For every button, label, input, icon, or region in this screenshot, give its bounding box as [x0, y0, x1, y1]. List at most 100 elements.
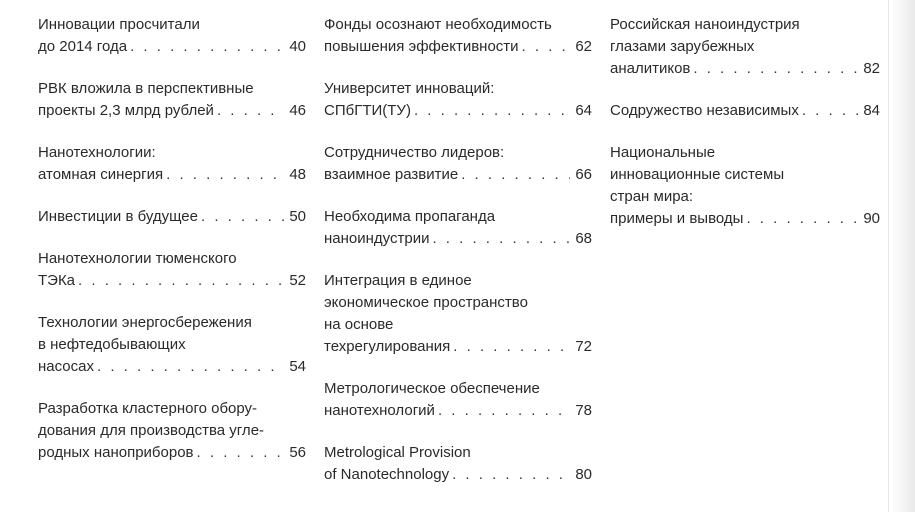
entry-last-line: повышения эффективности 62 [324, 36, 592, 58]
entry-title-line: проекты 2,3 млрд рублей [38, 102, 214, 119]
dot-leader [802, 100, 858, 122]
toc-entry[interactable]: Российская наноиндустрия глазами зарубежн… [610, 14, 880, 80]
entry-last-line: атомная синергия 48 [38, 164, 306, 186]
entry-title-line: ТЭКа [38, 272, 76, 289]
page-number: 54 [289, 358, 306, 375]
page-number: 46 [289, 102, 306, 119]
entry-last-line: аналитиков 82 [610, 58, 880, 80]
entry-title-line: атомная синергия [38, 166, 164, 183]
entry-title-line: СПбГТИ(ТУ) [324, 102, 411, 119]
entry-last-line: Инвестиции в будущее 50 [38, 206, 306, 228]
toc-entry[interactable]: Университет инноваций: СПбГТИ(ТУ) 64 [324, 78, 592, 122]
toc-entry[interactable]: Разработка кластерного обору-дования для… [38, 398, 306, 464]
toc-entry[interactable]: Необходима пропаганда наноиндустрии 68 [324, 206, 592, 250]
page-edge [888, 0, 915, 512]
entry-title-line: родных наноприборов [38, 444, 194, 461]
toc-entry[interactable]: Сотрудничество лидеров: взаимное развитие… [324, 142, 592, 186]
toc-entry[interactable]: Содружество независимых 84 [610, 100, 880, 122]
entry-title-line: of Nanotechnology [324, 466, 450, 483]
dot-leader [97, 356, 284, 378]
entry-title-line: стран мира: [610, 188, 694, 205]
dot-leader [432, 228, 570, 250]
entry-title-line: экономическое пространство [324, 294, 528, 311]
dot-leader [746, 208, 858, 230]
dot-leader [414, 100, 570, 122]
page-number: 78 [575, 402, 592, 419]
page-number: 90 [863, 210, 880, 227]
page-number: 66 [575, 166, 592, 183]
page-number: 50 [289, 208, 306, 225]
toc-column-2: Фонды осознают необходимость повышения эф… [324, 14, 592, 506]
entry-title-line: взаимное развитие [324, 166, 459, 183]
entry-last-line: of Nanotechnology 80 [324, 464, 592, 486]
entry-last-line: родных наноприборов 56 [38, 442, 306, 464]
entry-title-line: техрегулирования [324, 338, 451, 355]
toc-entry[interactable]: РВК вложила в перспективные проекты 2,3 м… [38, 78, 306, 122]
entry-title-line: нанотехнологий [324, 402, 435, 419]
entry-title-line: Российская наноиндустрия [610, 16, 800, 33]
toc-column-1: Инновации просчитали до 2014 года 40 РВК вл… [38, 14, 306, 484]
entry-title-line: примеры и выводы [610, 210, 744, 227]
dot-leader [78, 270, 284, 292]
toc-entry[interactable]: Metrological Provision of Nanotechnology 8… [324, 442, 592, 486]
entry-title-line: повышения эффективности [324, 38, 519, 55]
toc-entry[interactable]: Фонды осознают необходимость повышения эф… [324, 14, 592, 58]
entry-last-line: взаимное развитие 66 [324, 164, 592, 186]
entry-last-line: Содружество независимых 84 [610, 100, 880, 122]
page-number: 56 [289, 444, 306, 461]
entry-title-line: глазами зарубежных [610, 38, 755, 55]
page-number: 40 [289, 38, 306, 55]
dot-leader [693, 58, 858, 80]
toc-entry[interactable]: Инвестиции в будущее 50 [38, 206, 306, 228]
entry-title-line: в нефтедобывающих [38, 336, 186, 353]
dot-leader [522, 36, 571, 58]
page-number: 62 [575, 38, 592, 55]
dot-leader [130, 36, 284, 58]
entry-title-line: на основе [324, 316, 394, 333]
entry-last-line: до 2014 года 40 [38, 36, 306, 58]
toc-entry[interactable]: Интеграция в единое экономическое простра… [324, 270, 592, 358]
dot-leader [438, 400, 570, 422]
page-number: 72 [575, 338, 592, 355]
entry-title-line: Metrological Provision [324, 444, 471, 461]
toc-entry[interactable]: Нанотехнологии тюменского ТЭКа 52 [38, 248, 306, 292]
entry-title-line: Сотрудничество лидеров: [324, 144, 505, 161]
entry-title-line: аналитиков [610, 60, 691, 77]
entry-title-line: Метрологическое обеспечение [324, 380, 540, 397]
entry-title-line: насосах [38, 358, 94, 375]
entry-title-line: Инновации просчитали [38, 16, 200, 33]
page-number: 48 [289, 166, 306, 183]
entry-title-line: Фонды осознают необходимость [324, 16, 552, 33]
dot-leader [166, 164, 284, 186]
toc-column-3: Российская наноиндустрия глазами зарубежн… [610, 14, 880, 250]
entry-last-line: наноиндустрии 68 [324, 228, 592, 250]
dot-leader [201, 206, 284, 228]
entry-title-line: Нанотехнологии: [38, 144, 156, 161]
toc-entry[interactable]: Национальные инновационные системы стран м… [610, 142, 880, 230]
toc-entry[interactable]: Метрологическое обеспечение нанотехнологи… [324, 378, 592, 422]
entry-last-line: нанотехнологий 78 [324, 400, 592, 422]
toc-entry[interactable]: Инновации просчитали до 2014 года 40 [38, 14, 306, 58]
page-number: 80 [575, 466, 592, 483]
entry-last-line: ТЭКа 52 [38, 270, 306, 292]
page-number: 84 [863, 102, 880, 119]
entry-last-line: примеры и выводы 90 [610, 208, 880, 230]
entry-title-line: Университет инноваций: [324, 80, 495, 97]
entry-title-line: Нанотехнологии тюменского [38, 250, 237, 267]
entry-title-line: РВК вложила в перспективные [38, 80, 254, 97]
entry-title-line: инновационные системы [610, 166, 785, 183]
dot-leader [453, 336, 570, 358]
entry-title-line: до 2014 года [38, 38, 128, 55]
page-number: 82 [863, 60, 880, 77]
entry-title-line: Национальные [610, 144, 716, 161]
entry-last-line: СПбГТИ(ТУ) 64 [324, 100, 592, 122]
page-number: 52 [289, 272, 306, 289]
page-number: 64 [575, 102, 592, 119]
dot-leader [217, 100, 284, 122]
toc-entry[interactable]: Технологии энергосбережения в нефтедобыва… [38, 312, 306, 378]
toc-entry[interactable]: Нанотехнологии: атомная синергия 48 [38, 142, 306, 186]
dot-leader [197, 442, 285, 464]
entry-title-line: Инвестиции в будущее [38, 208, 198, 225]
entry-title-line: Разработка кластерного обору- [38, 400, 258, 417]
entry-title-line: Технологии энергосбережения [38, 314, 252, 331]
